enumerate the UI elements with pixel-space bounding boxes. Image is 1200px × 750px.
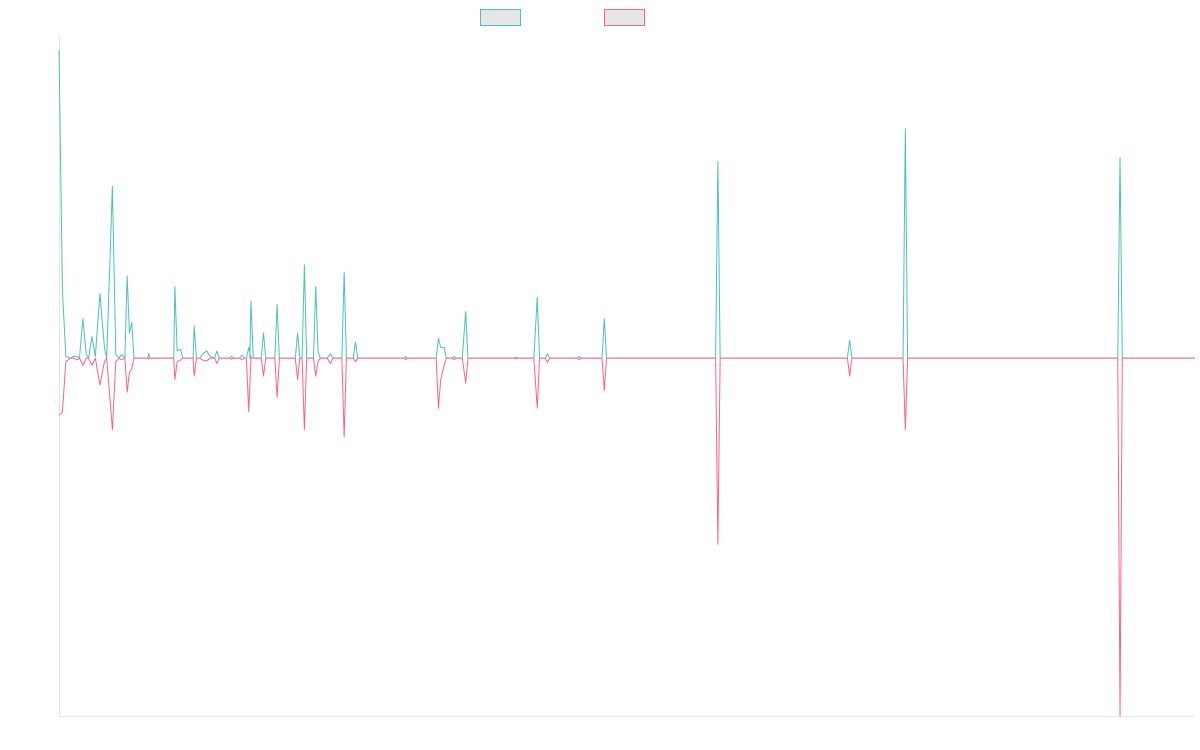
legend-item-1[interactable] xyxy=(480,9,521,26)
series-layer xyxy=(58,50,1195,717)
legend-swatch-1[interactable] xyxy=(480,9,521,26)
series-line-2 xyxy=(58,357,1195,717)
legend xyxy=(480,9,645,26)
legend-item-2[interactable] xyxy=(604,9,645,26)
series-line-1 xyxy=(58,50,1195,359)
legend-swatch-2[interactable] xyxy=(604,9,645,26)
